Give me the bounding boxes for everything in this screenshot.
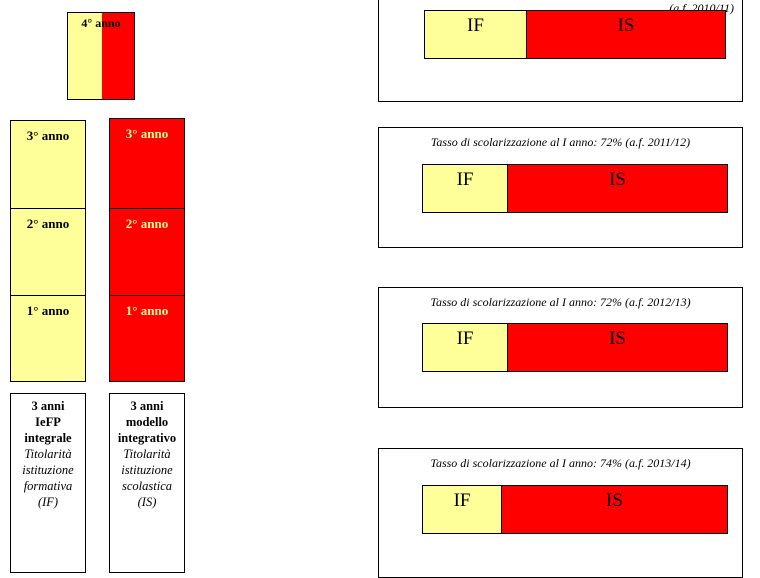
if-segment: IF: [425, 11, 527, 58]
if-subtitle-line-4: (IF): [37, 495, 59, 509]
if-description: 3 anni IeFP integrale Titolarità istituz…: [10, 393, 86, 573]
if-segment: IF: [423, 165, 509, 212]
is-segment: IS: [502, 486, 727, 533]
fourth-year-if-part: [68, 13, 102, 99]
is-year-1: 1° anno: [109, 295, 185, 382]
is-column: 3° anno 2° anno 1° anno: [109, 118, 185, 382]
share-bar: IF IS: [422, 485, 728, 534]
if-year-1: 1° anno: [10, 295, 86, 382]
if-subtitle-line-2: istituzione: [22, 463, 74, 477]
is-year-2: 2° anno: [109, 208, 185, 296]
if-title-line-2: IeFP: [35, 415, 61, 429]
is-title-line-1: 3 anni: [130, 399, 164, 413]
is-subtitle-line-4: (IS): [137, 495, 157, 509]
is-segment: IS: [508, 324, 727, 371]
is-description: 3 anni modello integrativo Titolarità is…: [109, 393, 185, 573]
fourth-year-label: 4° anno: [81, 16, 121, 30]
rate-panel-2012: Tasso di scolarizzazione al I anno: 72% …: [378, 287, 743, 408]
is-segment: IS: [508, 165, 727, 212]
rate-caption: Tasso di scolarizzazione al I anno: 74% …: [430, 456, 691, 470]
rate-caption: Tasso di scolarizzazione al I anno: 72% …: [430, 295, 691, 309]
is-title-line-2: modello: [125, 415, 169, 429]
is-subtitle-line-3: scolastica: [122, 479, 172, 493]
is-year-3: 3° anno: [109, 118, 185, 209]
if-segment: IF: [423, 486, 503, 533]
rate-panel-2010: (a.f. 2010/11) IF IS: [378, 0, 743, 102]
fourth-year-is-part: [102, 13, 134, 99]
if-title-line-1: 3 anni: [31, 399, 65, 413]
rate-caption: Tasso di scolarizzazione al I anno: 72% …: [430, 135, 691, 149]
is-subtitle-line-2: istituzione: [121, 463, 173, 477]
if-title-line-3: integrale: [24, 431, 72, 445]
share-bar: IF IS: [424, 10, 726, 59]
is-title-line-3: integrativo: [117, 431, 177, 445]
is-segment: IS: [527, 11, 725, 58]
is-subtitle-line-1: Titolarità: [123, 447, 171, 461]
if-year-2: 2° anno: [10, 208, 86, 296]
fourth-year-block: 4° anno: [67, 12, 135, 100]
if-column: 3° anno 2° anno 1° anno: [10, 120, 86, 382]
if-subtitle-line-1: Titolarità: [24, 447, 72, 461]
if-year-3: 3° anno: [10, 120, 86, 209]
if-segment: IF: [423, 324, 509, 371]
rate-panel-2011: Tasso di scolarizzazione al I anno: 72% …: [378, 127, 743, 248]
share-bar: IF IS: [422, 164, 728, 213]
if-subtitle-line-3: formativa: [23, 479, 73, 493]
rate-panel-2013: Tasso di scolarizzazione al I anno: 74% …: [378, 448, 743, 578]
share-bar: IF IS: [422, 323, 728, 372]
